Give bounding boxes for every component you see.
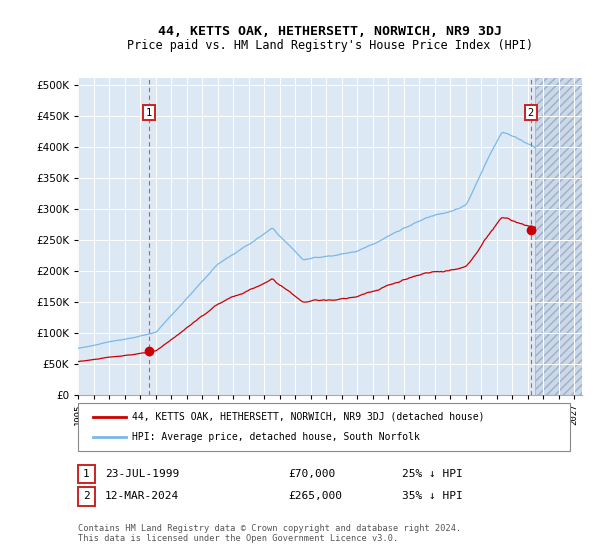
Bar (535, 72, 582, 395)
Text: £70,000: £70,000 (288, 469, 335, 479)
Text: 2: 2 (527, 108, 534, 118)
Text: 44, KETTS OAK, HETHERSETT, NORWICH, NR9 3DJ: 44, KETTS OAK, HETHERSETT, NORWICH, NR9 … (158, 25, 502, 38)
Text: 25% ↓ HPI: 25% ↓ HPI (402, 469, 463, 479)
Text: 23-JUL-1999: 23-JUL-1999 (105, 469, 179, 479)
Text: 1: 1 (145, 108, 152, 118)
Text: 35% ↓ HPI: 35% ↓ HPI (402, 491, 463, 501)
Text: £265,000: £265,000 (288, 491, 342, 501)
Text: 44, KETTS OAK, HETHERSETT, NORWICH, NR9 3DJ (detached house): 44, KETTS OAK, HETHERSETT, NORWICH, NR9 … (132, 412, 485, 422)
Text: Contains HM Land Registry data © Crown copyright and database right 2024.
This d: Contains HM Land Registry data © Crown c… (78, 524, 461, 543)
Text: 1: 1 (83, 469, 90, 479)
Text: 12-MAR-2024: 12-MAR-2024 (105, 491, 179, 501)
Text: 2: 2 (83, 491, 90, 501)
Text: Price paid vs. HM Land Registry's House Price Index (HPI): Price paid vs. HM Land Registry's House … (127, 39, 533, 52)
Text: HPI: Average price, detached house, South Norfolk: HPI: Average price, detached house, Sout… (132, 432, 420, 442)
